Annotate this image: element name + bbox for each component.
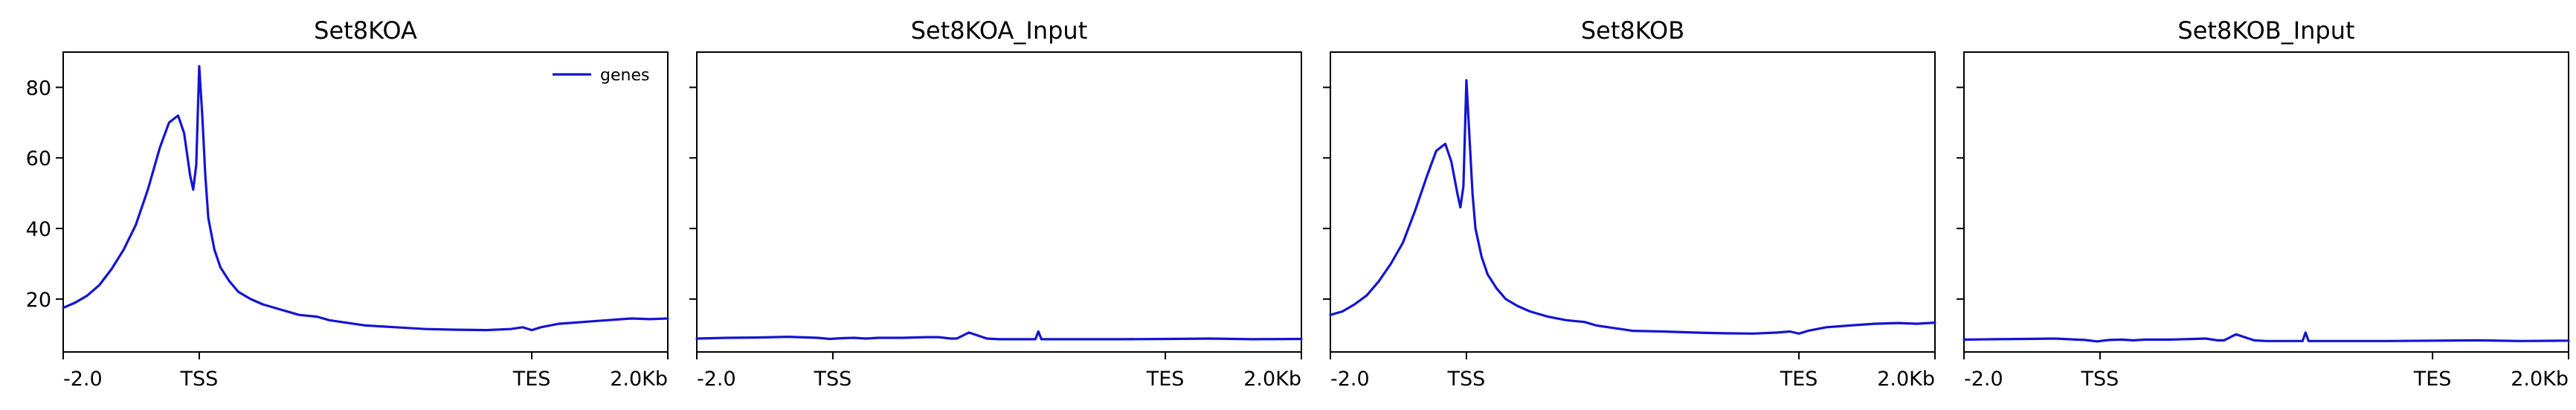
- series-line-genes: [695, 330, 1303, 341]
- panel-title: Set8KOB: [1581, 16, 1684, 45]
- plot-frame: [62, 51, 669, 353]
- y-tick-label: 20: [26, 289, 51, 312]
- x-tick-label: TES: [512, 368, 551, 391]
- panel-title: Set8KOA: [314, 16, 417, 45]
- plot-frame: [1963, 51, 2569, 353]
- panel-set8kob: Set8KOB -2.0 TSS TES 2.0Kb: [1323, 16, 1936, 391]
- x-tick-label: TSS: [2081, 368, 2119, 391]
- series-line-genes: [62, 65, 669, 332]
- y-tick-label: 80: [26, 77, 51, 100]
- x-tick-label: TES: [2413, 368, 2452, 391]
- series-line-genes: [1329, 79, 1936, 335]
- x-tick-label: TSS: [180, 368, 219, 391]
- x-tick-label: -2.0: [1330, 368, 1370, 391]
- x-tick-label: -2.0: [697, 368, 736, 391]
- x-tick-label: 2.0Kb: [1243, 368, 1301, 391]
- plot-frame: [1330, 51, 1936, 353]
- panel-set8koa-input: Set8KOA_Input -2.0 TSS TES 2.0Kb: [689, 16, 1303, 391]
- legend-label: genes: [600, 66, 649, 85]
- x-tick-label: TES: [1146, 368, 1185, 391]
- panel-set8kob-input: Set8KOB_Input -2.0 TSS TES 2.0Kb: [1957, 16, 2570, 391]
- x-tick-label: TSS: [1447, 368, 1486, 391]
- y-tick-label: 60: [26, 147, 51, 170]
- series-line-genes: [1962, 331, 2570, 343]
- plot-frame: [696, 51, 1302, 353]
- x-tick-label: 2.0Kb: [1877, 368, 1935, 391]
- x-tick-label: TES: [1780, 368, 1818, 391]
- x-tick-label: -2.0: [63, 368, 103, 391]
- panel-title: Set8KOB_Input: [2177, 16, 2354, 45]
- panel-set8koa: Set8KOA 20 40 60 80 -2.0 TSS TES 2.0Kb genes: [26, 16, 669, 391]
- panel-title: Set8KOA_Input: [911, 16, 1088, 45]
- x-tick-label: TSS: [814, 368, 852, 391]
- x-tick-label: -2.0: [1964, 368, 2003, 391]
- x-tick-label: 2.0Kb: [2511, 368, 2569, 391]
- x-tick-label: 2.0Kb: [610, 368, 668, 391]
- y-tick-label: 40: [26, 218, 51, 241]
